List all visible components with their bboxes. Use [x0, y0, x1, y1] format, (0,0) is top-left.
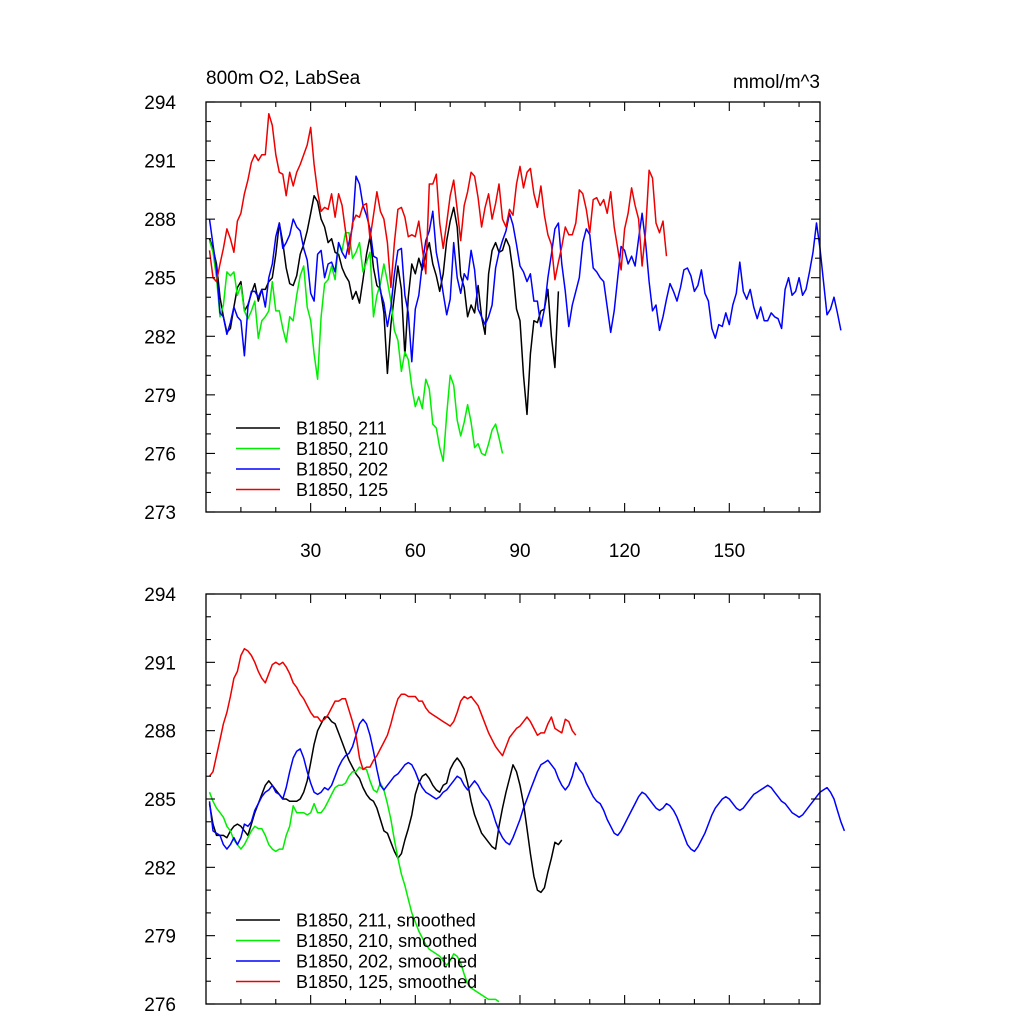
bottom-y-tick-label: 291: [144, 653, 176, 674]
top-legend-label-4: B1850, 125: [296, 480, 388, 500]
bottom-y-tick-label: 294: [144, 585, 176, 606]
bottom-series-group: [208, 647, 846, 1003]
top-y-tick-label: 273: [144, 503, 176, 524]
top-panel: 800m O2, LabSea mmol/m^3 273 276 279 282 285…: [144, 68, 842, 562]
top-series-line-2: [208, 232, 504, 462]
top-x-tick-label: 120: [609, 541, 641, 562]
bottom-plot-frame: [205, 593, 821, 1005]
bottom-legend-label-1: B1850, 211, smoothed: [296, 911, 476, 931]
bottom-y-tick-label: 282: [144, 858, 176, 879]
bottom-series-line-2: [208, 766, 500, 1003]
top-x-tick-label: 30: [300, 541, 321, 562]
bottom-panel: 276 279 282 285 288 291 294 B1850, 211, smooth…: [144, 585, 846, 1016]
bottom-series-line-3: [208, 718, 846, 853]
bottom-y-tick-label: 276: [144, 995, 176, 1016]
bottom-legend-label-4: B1850, 125, smoothed: [296, 972, 477, 992]
top-series-line-3: [208, 175, 842, 363]
top-series-group: [208, 112, 842, 462]
bottom-series-line-4: [208, 647, 577, 777]
top-x-tick-label: 150: [713, 541, 745, 562]
top-plot-frame: [205, 101, 821, 513]
top-title-right: mmol/m^3: [733, 72, 820, 93]
top-y-tick-label: 285: [144, 269, 176, 290]
top-legend-label-3: B1850, 202: [296, 460, 388, 480]
top-y-tick-label: 288: [144, 210, 176, 231]
top-y-tick-label: 282: [144, 327, 176, 348]
top-legend-label-1: B1850, 211: [296, 419, 387, 439]
top-x-tick-label: 60: [405, 541, 426, 562]
bottom-legend-label-2: B1850, 210, smoothed: [296, 931, 477, 951]
top-series-line-4: [208, 112, 668, 289]
bottom-ticks-group: 276 279 282 285 288 291 294: [144, 585, 820, 1016]
top-y-tick-label: 294: [144, 93, 176, 114]
top-x-tick-label: 90: [509, 541, 530, 562]
top-ticks-group: 273 276 279 282 285 288 291 294 30 60 90 120 150: [144, 93, 820, 562]
top-y-tick-label: 291: [144, 152, 176, 173]
bottom-y-tick-label: 285: [144, 790, 176, 811]
bottom-series-line-1: [208, 716, 563, 894]
top-title-left: 800m O2, LabSea: [206, 68, 361, 89]
top-y-tick-label: 279: [144, 386, 176, 407]
bottom-legend-label-3: B1850, 202, smoothed: [296, 952, 477, 972]
top-legend-label-2: B1850, 210: [296, 439, 388, 459]
bottom-y-tick-label: 279: [144, 927, 176, 948]
bottom-y-tick-label: 288: [144, 722, 176, 743]
top-y-tick-label: 276: [144, 444, 176, 465]
